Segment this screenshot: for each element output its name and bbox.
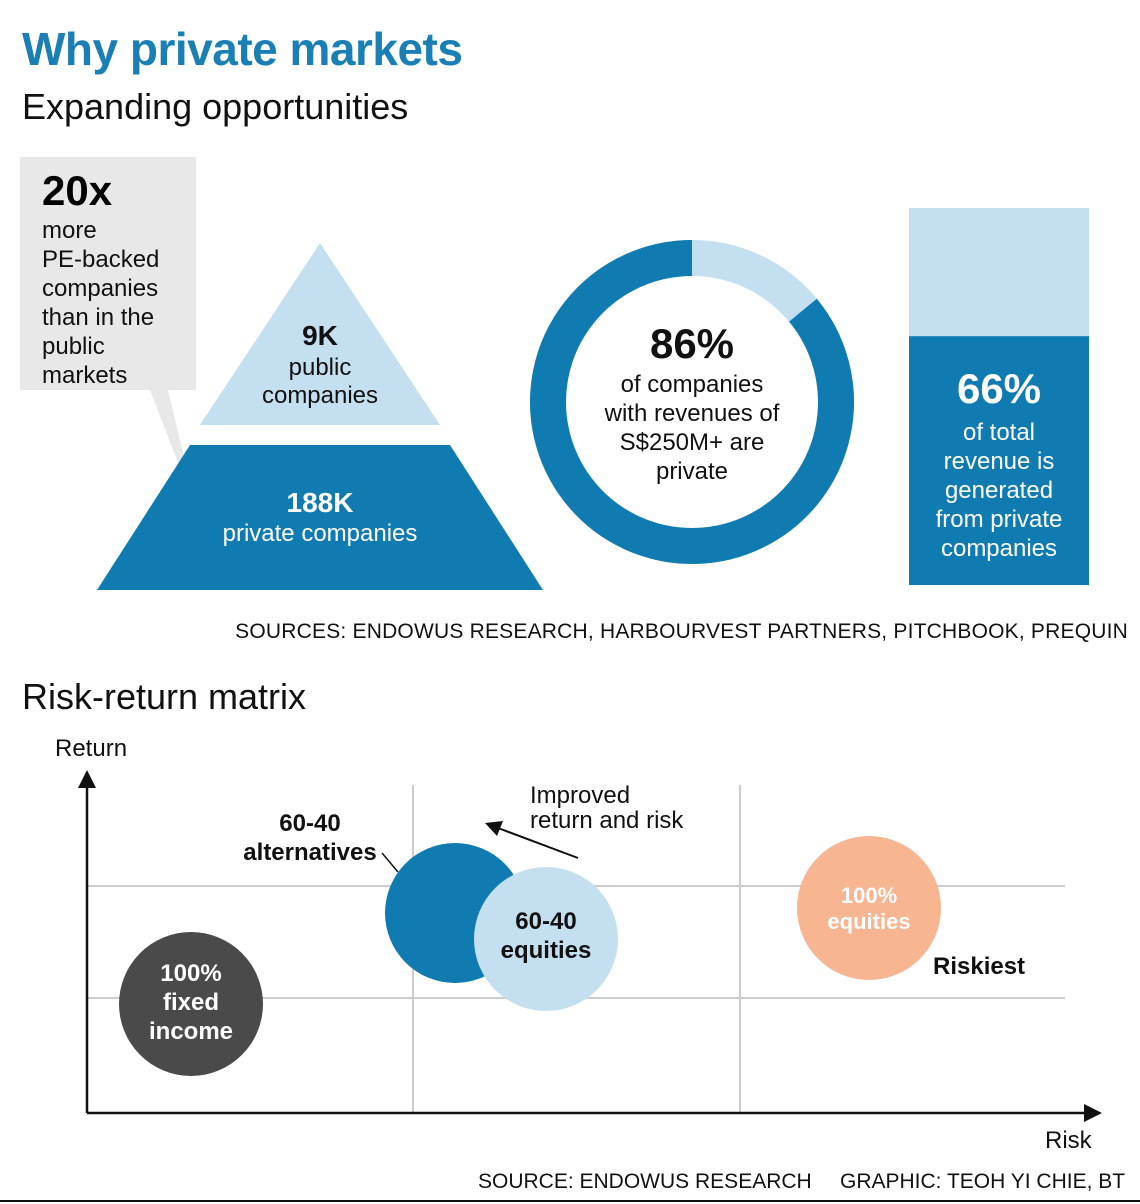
pyramid-top-label: companies bbox=[262, 382, 378, 409]
donut-chart bbox=[530, 240, 854, 564]
callout-line: markets bbox=[42, 362, 127, 389]
bar-label: of total bbox=[963, 419, 1035, 446]
fixed-income-label: 100% bbox=[160, 960, 221, 987]
callout-line: companies bbox=[42, 275, 158, 302]
bar-label: generated bbox=[945, 477, 1053, 504]
bar-label: revenue is bbox=[944, 448, 1055, 475]
improved-arrow bbox=[497, 827, 579, 859]
callout-line: more bbox=[42, 217, 97, 244]
pyramid-top-value: 9K bbox=[302, 320, 338, 351]
alternatives-leader-line bbox=[381, 852, 399, 873]
pyramid-top-public bbox=[200, 243, 440, 425]
graphic-credit: GRAPHIC: TEOH YI CHIE, BT bbox=[840, 1170, 1126, 1193]
donut-label: of companies bbox=[621, 371, 764, 398]
bar-label: companies bbox=[941, 535, 1057, 562]
bar-value: 66% bbox=[957, 365, 1041, 412]
bubble-100-equities bbox=[797, 836, 941, 980]
bubble-6040-equities bbox=[474, 867, 618, 1011]
y-axis-label: Return bbox=[55, 735, 127, 762]
alternatives-label: alternatives bbox=[243, 839, 376, 866]
equities-6040-label: equities bbox=[501, 937, 592, 964]
matrix-title: Risk-return matrix bbox=[22, 676, 307, 717]
pyramid-bottom-value: 188K bbox=[287, 487, 354, 518]
callout-line: PE-backed bbox=[42, 246, 159, 273]
equities-6040-label: 60-40 bbox=[515, 908, 576, 935]
improved-label: Improved bbox=[530, 782, 630, 809]
page-title: Why private markets bbox=[22, 23, 463, 75]
riskiest-label: Riskiest bbox=[933, 953, 1025, 980]
x-axis-label: Risk bbox=[1045, 1127, 1093, 1154]
donut-label: S$250M+ are bbox=[620, 429, 765, 456]
section-subtitle: Expanding opportunities bbox=[22, 86, 409, 127]
pyramid-bottom-private bbox=[97, 445, 543, 590]
callout-value: 20x bbox=[42, 167, 113, 214]
fixed-income-label: income bbox=[149, 1018, 233, 1045]
alternatives-label: 60-40 bbox=[279, 810, 340, 837]
callout-line: public bbox=[42, 333, 105, 360]
donut-label: with revenues of bbox=[604, 400, 780, 427]
bubble-fixed-income bbox=[119, 932, 263, 1076]
x-axis-arrowhead bbox=[1084, 1104, 1102, 1122]
equities-100-label: equities bbox=[827, 909, 910, 934]
improved-label: return and risk bbox=[530, 807, 684, 834]
equities-100-label: 100% bbox=[841, 883, 897, 908]
fixed-income-label: fixed bbox=[163, 989, 219, 1016]
donut-value: 86% bbox=[650, 320, 734, 367]
callout-line: than in the bbox=[42, 304, 154, 331]
pyramid-top-label: public bbox=[289, 354, 352, 381]
callout-box bbox=[20, 157, 197, 512]
bar-label: from private bbox=[936, 506, 1063, 533]
source-note: SOURCE: ENDOWUS RESEARCH bbox=[478, 1170, 812, 1193]
bar-private bbox=[909, 336, 1089, 585]
donut-private-slice bbox=[530, 240, 854, 564]
pyramid-bottom-label: private companies bbox=[223, 520, 418, 547]
y-axis-arrowhead bbox=[78, 770, 96, 788]
sources-note: SOURCES: ENDOWUS RESEARCH, HARBOURVEST P… bbox=[235, 620, 1128, 643]
improved-arrowhead bbox=[485, 821, 503, 836]
donut-label: private bbox=[656, 458, 728, 485]
